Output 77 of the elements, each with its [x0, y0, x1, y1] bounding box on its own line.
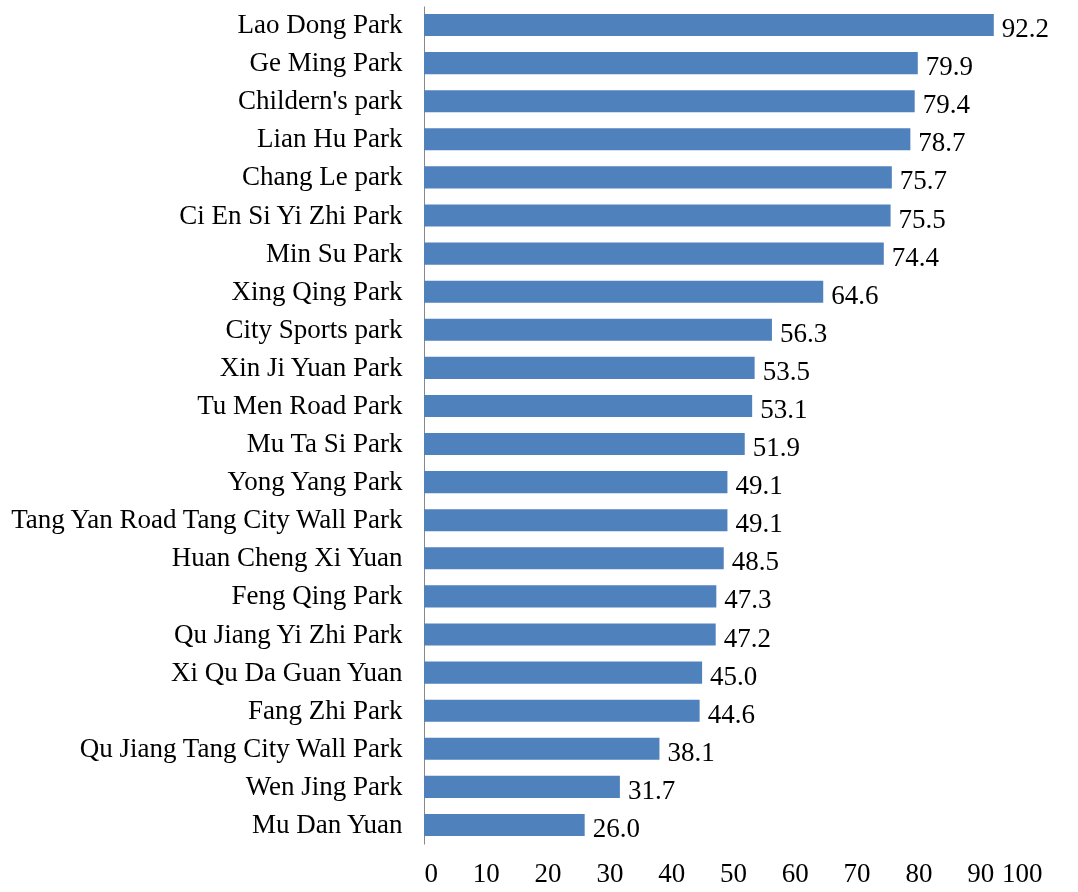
x-tick-label: 10 — [472, 857, 500, 888]
bar — [424, 356, 755, 379]
x-tick-label: 30 — [596, 857, 624, 888]
data-label: 53.5 — [762, 355, 810, 386]
x-tick-label: 20 — [534, 857, 562, 888]
bar — [424, 90, 915, 113]
y-tick-label: Ge Ming Park — [249, 47, 403, 78]
y-tick-label: Tang Yan Road Tang City Wall Park — [11, 504, 403, 535]
data-label: 74.4 — [891, 241, 940, 272]
x-tick-label: 50 — [720, 857, 747, 888]
y-tick-label: Qu Jiang Yi Zhi Park — [174, 618, 403, 649]
x-tick-label: 90 — [967, 857, 995, 888]
data-label: 44.6 — [707, 698, 755, 729]
y-tick-label: Xing Qing Park — [231, 275, 403, 306]
data-label: 38.1 — [667, 736, 715, 767]
bar — [424, 509, 728, 532]
bar — [424, 14, 994, 37]
bar — [424, 585, 717, 608]
data-label: 47.2 — [723, 622, 771, 653]
data-label: 49.1 — [735, 508, 783, 539]
bar — [424, 394, 753, 417]
y-tick-label: Lao Dong Park — [237, 9, 403, 40]
data-label: 75.7 — [899, 165, 948, 196]
data-label: 75.5 — [898, 203, 946, 234]
bar — [424, 242, 884, 265]
y-tick-label: Mu Dan Yuan — [252, 808, 403, 839]
y-tick-label: Mu Ta Si Park — [246, 428, 403, 459]
y-tick-label: Tu Men Road Park — [197, 389, 403, 420]
y-tick-label: Wen Jing Park — [245, 770, 403, 801]
x-tick-label: 100 — [1002, 857, 1043, 888]
data-label: 26.0 — [592, 812, 640, 843]
bar — [424, 471, 728, 494]
bar — [424, 204, 891, 227]
y-tick-label: Chang Le park — [242, 161, 403, 192]
y-tick-label: City Sports park — [225, 313, 403, 344]
data-label: 56.3 — [779, 317, 828, 348]
data-label: 49.1 — [735, 470, 783, 501]
data-label: 53.1 — [760, 393, 808, 424]
bar — [424, 547, 724, 570]
bar — [424, 813, 585, 836]
y-tick-label: Fang Zhi Park — [248, 694, 403, 725]
data-label: 79.9 — [925, 51, 974, 82]
bar — [424, 318, 772, 341]
bar — [424, 737, 660, 760]
data-label: 78.7 — [918, 127, 966, 158]
bar — [424, 661, 703, 684]
x-tick-label: 40 — [658, 857, 686, 888]
x-tick-label: 70 — [843, 857, 871, 888]
x-tick-label: 0 — [424, 857, 438, 888]
y-tick-label: Lian Hu Park — [257, 123, 403, 154]
data-label: 92.2 — [1001, 13, 1050, 44]
y-tick-label: Ci En Si Yi Zhi Park — [179, 199, 403, 230]
bar — [424, 280, 824, 303]
x-tick-label: 80 — [905, 857, 933, 888]
y-tick-label: Xin Ji Yuan Park — [219, 351, 403, 382]
y-tick-label: Yong Yang Park — [227, 466, 403, 497]
x-tick-label: 60 — [781, 857, 809, 888]
bar — [424, 623, 716, 646]
y-tick-label: Qu Jiang Tang City Wall Park — [79, 732, 403, 763]
y-tick-label: Childern's park — [237, 85, 403, 116]
data-label: 45.0 — [710, 660, 758, 691]
data-label: 47.3 — [724, 584, 772, 615]
data-label: 48.5 — [731, 546, 779, 577]
data-label: 79.4 — [922, 89, 971, 120]
data-label: 64.6 — [831, 279, 879, 310]
data-label: 31.7 — [627, 774, 676, 805]
data-label: 51.9 — [752, 432, 800, 463]
bar — [424, 166, 892, 189]
y-tick-label: Min Su Park — [265, 237, 403, 268]
bar — [424, 699, 700, 722]
bar — [424, 52, 918, 75]
bar — [424, 128, 911, 151]
bar — [424, 775, 620, 798]
y-tick-label: Feng Qing Park — [231, 580, 403, 611]
y-tick-label: Xi Qu Da Guan Yuan — [171, 656, 403, 687]
y-tick-label: Huan Cheng Xi Yuan — [171, 542, 403, 573]
bar — [424, 433, 745, 456]
